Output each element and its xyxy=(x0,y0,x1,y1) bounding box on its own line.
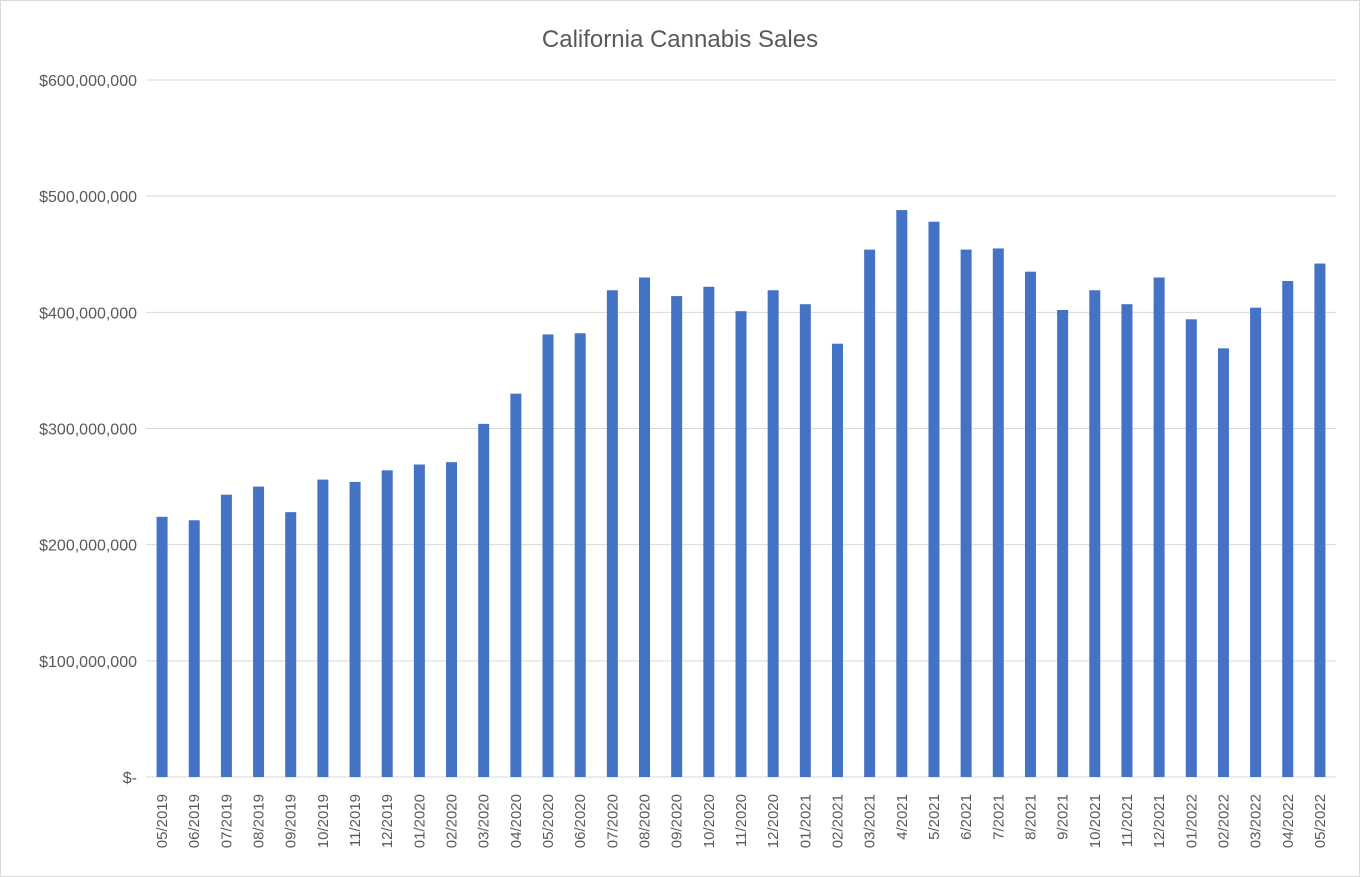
x-tick-label: 9/2021 xyxy=(1055,794,1072,840)
x-tick-label: 4/2021 xyxy=(894,794,911,840)
bar xyxy=(446,462,458,777)
bar xyxy=(896,210,908,777)
bar xyxy=(767,290,779,777)
bar xyxy=(703,286,715,777)
x-tick-label: 07/2020 xyxy=(604,794,621,848)
x-tick-label: 07/2019 xyxy=(218,794,235,848)
x-tick-label: 10/2019 xyxy=(315,794,332,848)
bar xyxy=(1089,290,1101,777)
bar xyxy=(992,248,1004,778)
bar xyxy=(381,470,393,777)
x-tick-label: 12/2021 xyxy=(1151,794,1168,848)
x-tick-label: 02/2020 xyxy=(444,794,461,848)
bar xyxy=(606,290,618,777)
chart-title: California Cannabis Sales xyxy=(542,26,818,53)
bar xyxy=(220,494,232,777)
bar xyxy=(1121,304,1133,777)
x-tick-label: 11/2019 xyxy=(347,794,364,847)
x-tick-label: 12/2020 xyxy=(765,794,782,848)
bar xyxy=(285,512,297,777)
x-tick-label: 09/2020 xyxy=(669,794,686,848)
bar xyxy=(156,516,168,777)
bar xyxy=(1024,271,1036,777)
y-tick-label: $200,000,000 xyxy=(39,538,137,555)
x-tick-label: 08/2020 xyxy=(637,794,654,848)
bar xyxy=(478,423,490,777)
x-tick-label: 04/2020 xyxy=(508,794,525,848)
bar xyxy=(542,334,554,777)
x-tick-label: 10/2021 xyxy=(1087,794,1104,848)
bar xyxy=(735,311,747,777)
y-tick-label: $100,000,000 xyxy=(39,654,137,671)
bar xyxy=(574,333,586,777)
bar xyxy=(349,481,361,777)
bar xyxy=(639,277,651,777)
x-tick-label: 12/2019 xyxy=(379,794,396,848)
bar xyxy=(864,249,876,777)
bar xyxy=(671,296,683,777)
bar xyxy=(1250,307,1262,777)
x-tick-label: 05/2019 xyxy=(154,794,171,848)
bar xyxy=(831,343,843,777)
x-tick-label: 01/2022 xyxy=(1183,794,1200,848)
bar xyxy=(1153,277,1165,777)
x-tick-label: 03/2021 xyxy=(862,794,879,848)
x-tick-label: 11/2020 xyxy=(733,794,750,847)
y-tick-label: $400,000,000 xyxy=(39,305,137,322)
bar xyxy=(928,221,940,777)
x-tick-label: 02/2021 xyxy=(829,794,846,848)
y-axis-tick-labels: $- $100,000,000 $200,000,000 $300,000,000 $4… xyxy=(39,73,137,787)
x-tick-label: 02/2022 xyxy=(1215,794,1232,848)
bar xyxy=(413,464,425,777)
bar xyxy=(317,479,329,777)
x-tick-label: 11/2021 xyxy=(1119,794,1136,847)
x-tick-label: 06/2020 xyxy=(572,794,589,848)
bar xyxy=(1185,319,1197,777)
bar xyxy=(799,304,811,777)
x-tick-label: 06/2019 xyxy=(186,794,203,848)
x-tick-label: 08/2019 xyxy=(251,794,268,848)
y-tick-label: $300,000,000 xyxy=(39,422,137,439)
bar xyxy=(510,393,522,777)
x-tick-label: 5/2021 xyxy=(926,794,943,840)
bar xyxy=(1217,348,1229,777)
bar xyxy=(188,520,200,777)
bar xyxy=(1282,280,1294,777)
bar-series xyxy=(156,210,1326,778)
x-tick-label: 01/2021 xyxy=(797,794,814,848)
x-tick-label: 01/2020 xyxy=(411,794,428,848)
x-tick-label: 09/2019 xyxy=(283,794,300,848)
x-tick-label: 6/2021 xyxy=(958,794,975,840)
y-tick-label: $500,000,000 xyxy=(39,189,137,206)
x-axis-tick-labels: 05/2019 06/2019 07/2019 08/2019 09/2019 10/20… xyxy=(154,794,1329,848)
y-tick-label: $600,000,000 xyxy=(39,73,137,90)
bar xyxy=(960,249,972,777)
x-tick-label: 05/2020 xyxy=(540,794,557,848)
x-tick-label: 05/2022 xyxy=(1312,794,1329,848)
y-tick-label: $- xyxy=(123,770,137,787)
x-tick-label: 8/2021 xyxy=(1022,794,1039,840)
x-tick-label: 03/2022 xyxy=(1248,794,1265,848)
bar xyxy=(253,486,265,777)
bar xyxy=(1314,263,1326,777)
x-tick-label: 7/2021 xyxy=(990,794,1007,840)
x-tick-label: 03/2020 xyxy=(476,794,493,848)
x-tick-label: 04/2022 xyxy=(1280,794,1297,848)
bar xyxy=(1057,310,1069,777)
x-tick-label: 10/2020 xyxy=(701,794,718,848)
